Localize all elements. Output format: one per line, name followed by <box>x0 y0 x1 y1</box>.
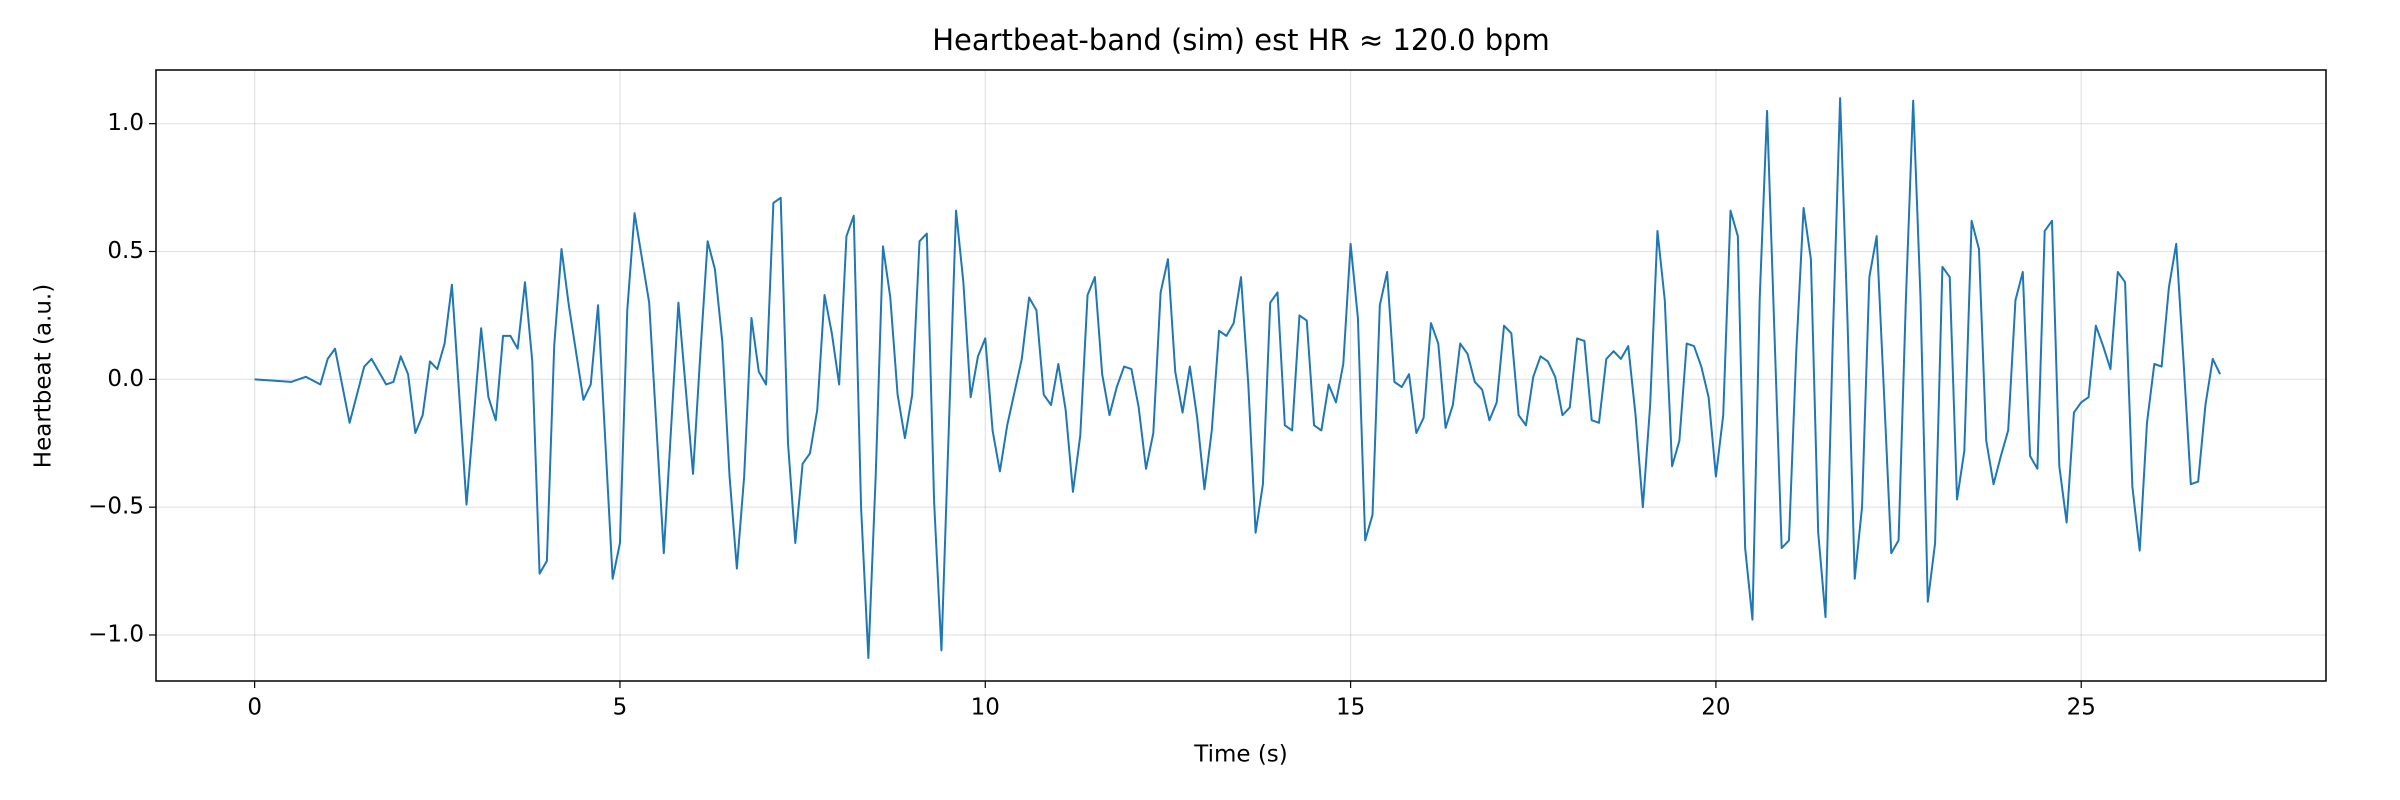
y-axis-label: Heartbeat (a.u.) <box>31 284 57 468</box>
y-tick-label: −0.5 <box>88 494 144 520</box>
x-tick-label: 10 <box>971 695 1000 721</box>
x-axis-label: Time (s) <box>1193 742 1288 768</box>
data-line <box>254 97 2221 659</box>
y-tick-label: −1.0 <box>88 621 144 647</box>
x-tick-label: 20 <box>1701 695 1730 721</box>
y-tick-label: 0.5 <box>107 238 144 264</box>
y-tick-label: 0.0 <box>107 366 144 392</box>
x-tick-label: 25 <box>2067 695 2096 721</box>
y-tick-label: 1.0 <box>107 110 144 136</box>
x-tick-label: 15 <box>1336 695 1365 721</box>
x-tick-label: 5 <box>613 695 628 721</box>
chart-title: Heartbeat-band (sim) est HR ≈ 120.0 bpm <box>932 23 1550 57</box>
plot-frame <box>155 69 2327 682</box>
x-tick-label: 0 <box>247 695 262 721</box>
